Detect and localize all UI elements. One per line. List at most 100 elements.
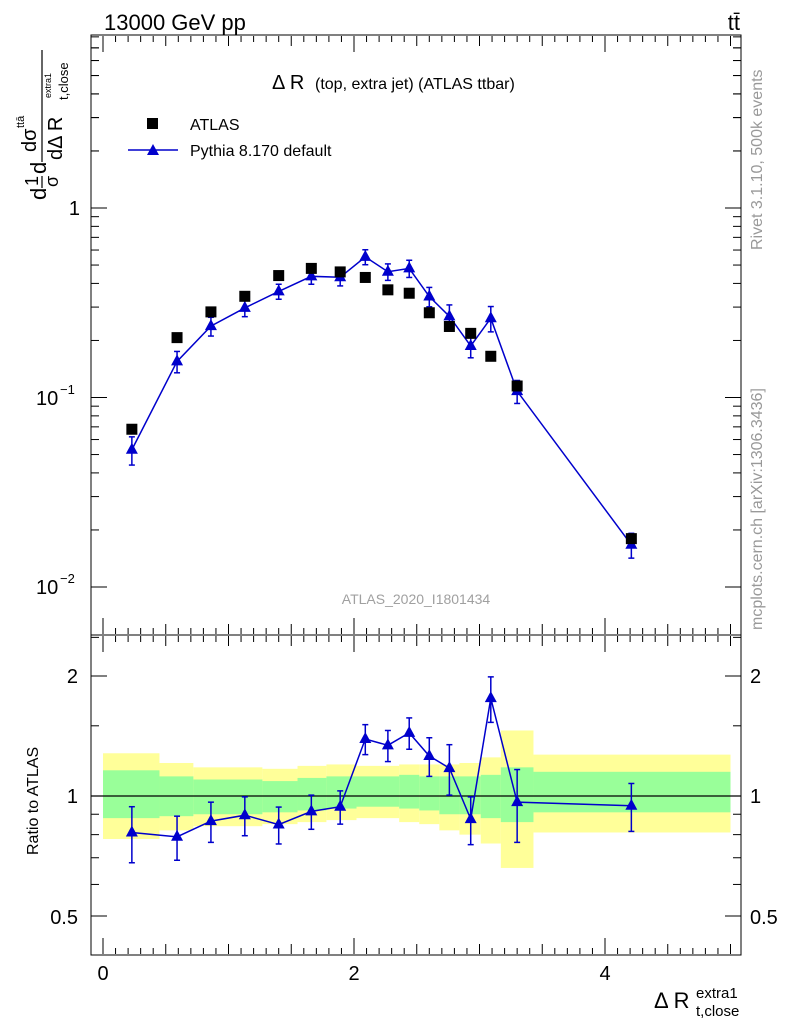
pythia-point [359, 249, 372, 261]
rivet-label: Rivet 3.1.10, 500k events [749, 69, 766, 250]
svg-text:10: 10 [36, 388, 58, 410]
pythia-point [484, 311, 497, 323]
pythia-point [464, 338, 477, 350]
atlas-point [239, 290, 251, 302]
ratio-ytick-2: 2 [67, 666, 78, 688]
ratio-bands [103, 730, 731, 868]
svg-text:dΔ R: dΔ R [45, 117, 67, 160]
atlas-point [511, 380, 523, 392]
ratio-data-layer [125, 676, 638, 864]
atlas-point [443, 320, 455, 332]
analysis-id: ATLAS_2020_I1801434 [342, 591, 491, 607]
atlas-point [485, 350, 497, 362]
svg-text:d: d [26, 188, 51, 200]
svg-text:Δ R: Δ R [654, 988, 689, 1013]
pythia-point [423, 289, 436, 301]
ratio-axis-ticks [91, 636, 741, 954]
mcplots-label: mcplots.cern.ch [arXiv:1306.3436] [749, 388, 766, 630]
main-title: Δ R (top, extra jet) (ATLAS ttbar) [272, 72, 515, 94]
ratio-pythia-point [272, 817, 285, 829]
svg-text:extra1: extra1 [696, 985, 738, 1002]
atlas-point [382, 284, 394, 296]
main-frame [90, 34, 742, 636]
ytick-label-0.1: 10 −1 [36, 382, 75, 410]
ratio-pythia-point [334, 799, 347, 811]
atlas-point [334, 266, 346, 278]
svg-text:1: 1 [22, 176, 42, 186]
main-ylabel: d 1 σ d dσ ttā dΔ R t,close extra1 [15, 50, 71, 200]
svg-text:−1: −1 [60, 382, 75, 397]
ratio-band-green-6 [356, 776, 400, 807]
pythia-line [131, 255, 632, 546]
legend-atlas-marker [147, 118, 158, 129]
svg-text:dσ: dσ [19, 128, 41, 152]
atlas-point [625, 533, 637, 545]
atlas-point [171, 332, 183, 344]
atlas-point [359, 271, 371, 283]
ratio-ytick-0.5: 0.5 [50, 907, 78, 929]
xtick-label-2: 2 [348, 963, 359, 985]
atlas-point [273, 270, 285, 282]
ratio-pythia-point [443, 761, 456, 773]
svg-text:σ: σ [42, 176, 62, 187]
ratio-pythia-line [131, 697, 632, 838]
atlas-point [126, 423, 138, 435]
xtick-label-4: 4 [599, 963, 610, 985]
ratio-ytick-1: 1 [67, 786, 78, 808]
ratio-pythia-point [484, 691, 497, 703]
process-label: tt̄ [728, 10, 740, 35]
atlas-point [423, 307, 435, 319]
svg-text:−2: −2 [60, 571, 75, 586]
ratio-pythia-point [238, 808, 251, 820]
ratio-pythia-point [305, 804, 318, 816]
pythia-point [443, 309, 456, 321]
ratio-pythia-point [204, 814, 217, 826]
ratio-ytick-right-2: 2 [750, 666, 761, 688]
ratio-band-green-8 [419, 776, 440, 811]
svg-text:t,close: t,close [696, 1003, 739, 1020]
legend-atlas-label: ATLAS [190, 117, 240, 134]
ratio-pythia-point [171, 829, 184, 841]
ratio-pythia-point [625, 798, 638, 810]
pythia-point [381, 264, 394, 276]
legend: ATLAS Pythia 8.170 default [128, 117, 332, 160]
pythia-point [272, 284, 285, 296]
ytick-label-0.01: 10 −2 [36, 571, 75, 599]
ratio-frame [90, 634, 742, 956]
ratio-pythia-point [381, 738, 394, 750]
svg-text:extra1: extra1 [43, 73, 53, 98]
ytick-label-1: 1 [69, 198, 80, 220]
ratio-band-green-2 [193, 779, 263, 815]
ratio-pythia-point [359, 731, 372, 743]
ratio-band-green-7 [399, 774, 420, 809]
ratio-ytick-right-1: 1 [750, 786, 761, 808]
main-data-layer [125, 249, 638, 559]
ratio-pythia-point [403, 725, 416, 737]
atlas-point [403, 287, 415, 299]
pythia-point [204, 319, 217, 331]
svg-text:d: d [26, 162, 51, 174]
atlas-point [305, 262, 317, 274]
svg-text:(top, extra jet) (ATLAS ttbar): (top, extra jet) (ATLAS ttbar) [315, 76, 515, 93]
legend-pythia-label: Pythia 8.170 default [190, 143, 332, 160]
pythia-point [125, 442, 138, 454]
svg-text:10: 10 [36, 577, 58, 599]
pythia-point [403, 261, 416, 273]
ratio-pythia-point [464, 812, 477, 824]
pythia-point [305, 269, 318, 281]
ratio-pythia-point [423, 748, 436, 760]
svg-text:t,close: t,close [56, 62, 71, 100]
xaxis-label: Δ R extra1 t,close [654, 985, 739, 1020]
energy-label: 13000 GeV pp [104, 10, 246, 35]
main-axis-ticks [91, 36, 741, 634]
svg-text:ttā: ttā [15, 115, 27, 128]
pythia-point [238, 300, 251, 312]
ratio-ylabel: Ratio to ATLAS [25, 747, 42, 855]
pythia-point [171, 354, 184, 366]
ratio-pythia-point [125, 825, 138, 837]
ratio-ytick-right-0.5: 0.5 [750, 907, 778, 929]
atlas-point [465, 327, 477, 339]
atlas-point [205, 306, 217, 318]
xtick-label-0: 0 [97, 963, 108, 985]
